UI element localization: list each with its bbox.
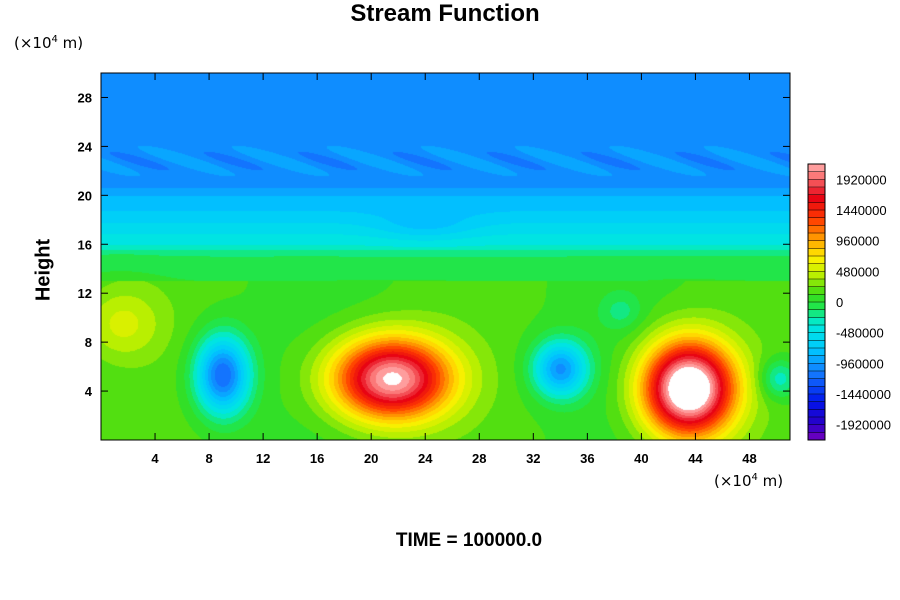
colorbar-swatch [808, 302, 825, 311]
colorbar-swatch [808, 294, 825, 303]
x-tick-label: 20 [364, 451, 378, 466]
y-axis-unit: (×104 m) [14, 34, 84, 52]
colorbar-swatch [808, 394, 825, 403]
colorbar-swatch [808, 317, 825, 326]
colorbar-swatch [808, 256, 825, 265]
colorbar-label: 1440000 [836, 203, 887, 218]
chart-title: Stream Function [350, 0, 540, 27]
plot-frame [100, 72, 791, 441]
colorbar-label: 1920000 [836, 172, 887, 187]
colorbar-swatch [808, 194, 825, 203]
colorbar-swatch [808, 210, 825, 219]
colorbar-label: -1440000 [836, 387, 891, 402]
x-axis: 4 8 12 16 20 24 28 32 36 40 44 48 [151, 73, 757, 466]
y-axis-label: Height [32, 238, 55, 302]
colorbar-swatch [808, 202, 825, 211]
colorbar-swatch [808, 286, 825, 295]
colorbar-swatch [808, 217, 825, 226]
colorbar-swatch [808, 187, 825, 196]
y-axis: 4 8 12 16 20 24 28 [78, 90, 790, 399]
colorbar-swatch [808, 332, 825, 341]
x-tick-label: 8 [205, 451, 212, 466]
colorbar-swatch [808, 225, 825, 234]
colorbar-swatch [808, 417, 825, 426]
colorbar-swatch [808, 240, 825, 249]
colorbar-label: -1920000 [836, 418, 891, 433]
colorbar-swatch [808, 355, 825, 364]
colorbar-swatch [808, 171, 825, 180]
y-tick-label: 12 [78, 286, 92, 301]
time-footer: TIME = 100000.0 [395, 530, 543, 551]
x-tick-label: 4 [151, 451, 159, 466]
colorbar-swatch [808, 371, 825, 380]
x-tick-label: 36 [580, 451, 594, 466]
colorbar-swatch [808, 279, 825, 288]
colorbar-label: 480000 [836, 264, 879, 279]
colorbar-label: 960000 [836, 234, 879, 249]
colorbar-swatch [808, 378, 825, 387]
y-tick-label: 24 [78, 139, 93, 154]
colorbar-swatch [808, 348, 825, 357]
colorbar-swatch [808, 409, 825, 418]
colorbar-frame [807, 163, 826, 441]
x-tick-label: 32 [526, 451, 540, 466]
colorbar-swatch [808, 424, 825, 433]
colorbar-label: -960000 [836, 356, 884, 371]
colorbar: 1920000 1440000 960000 480000 0 -480000 -96000… [807, 163, 891, 441]
colorbar-swatch [808, 325, 825, 334]
x-axis-unit: (×104 m) [714, 472, 784, 490]
x-tick-label: 48 [742, 451, 756, 466]
colorbar-label: 0 [836, 295, 843, 310]
y-tick-label: 16 [78, 237, 92, 252]
colorbar-label: -480000 [836, 326, 884, 341]
x-tick-label: 44 [688, 451, 703, 466]
colorbar-swatch [808, 401, 825, 410]
colorbar-swatch [808, 248, 825, 257]
colorbar-swatch [808, 164, 825, 173]
colorbar-swatch [808, 432, 825, 441]
y-tick-label: 4 [85, 384, 93, 399]
colorbar-swatch [808, 233, 825, 242]
contour-field [101, 73, 790, 440]
colorbar-swatch [808, 179, 825, 188]
colorbar-swatch [808, 340, 825, 349]
colorbar-swatch [808, 363, 825, 372]
colorbar-swatch [808, 386, 825, 395]
x-tick-label: 24 [418, 451, 433, 466]
x-tick-label: 12 [256, 451, 270, 466]
x-tick-label: 40 [634, 451, 648, 466]
colorbar-swatch [808, 263, 825, 272]
y-tick-label: 20 [78, 188, 92, 203]
x-tick-label: 16 [310, 451, 324, 466]
x-tick-label: 28 [472, 451, 486, 466]
colorbar-swatch [808, 309, 825, 318]
colorbar-swatch [808, 271, 825, 280]
y-tick-label: 8 [85, 335, 92, 350]
y-tick-label: 28 [78, 90, 92, 105]
